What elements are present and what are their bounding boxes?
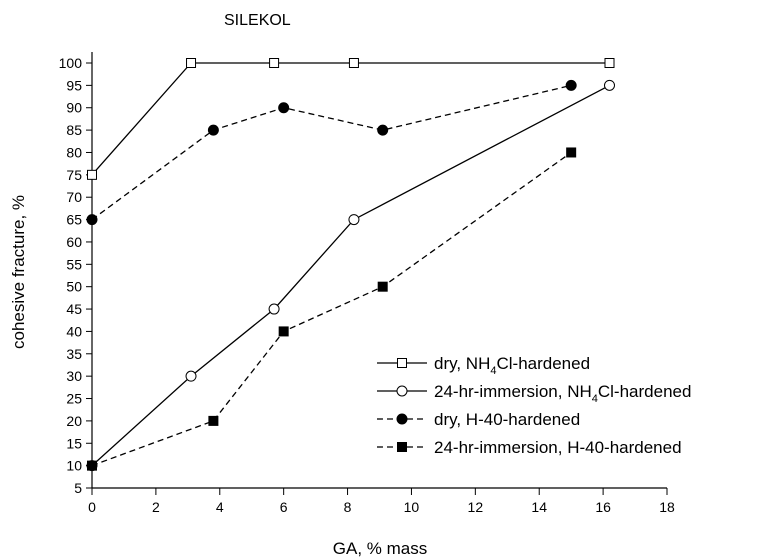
series-line (91, 84, 610, 467)
x-tick-label: 10 (404, 499, 420, 515)
x-tick-label: 12 (468, 499, 484, 515)
series-4 (87, 147, 577, 471)
data-point (348, 214, 360, 226)
legend-marker (397, 442, 407, 452)
legend-item: 24-hr-immersion, NH4Cl-hardened (377, 382, 691, 405)
data-point (278, 326, 289, 337)
data-point (278, 102, 290, 114)
y-tick-label: 10 (66, 458, 82, 474)
y-tick-label: 15 (66, 435, 82, 451)
legend-marker (396, 385, 408, 397)
y-tick-label: 5 (74, 480, 82, 496)
y-tick-label: 30 (66, 368, 82, 384)
data-point (565, 79, 577, 91)
data-point (87, 460, 97, 471)
y-tick-label: 80 (66, 144, 82, 160)
x-tick-label: 18 (659, 499, 675, 515)
legend-label: 24-hr-immersion, H-40-hardened (434, 438, 682, 457)
data-point (186, 58, 197, 68)
data-point (86, 214, 98, 226)
y-tick-label: 40 (66, 323, 82, 339)
x-tick-label: 4 (216, 499, 224, 515)
y-tick-label: 85 (66, 122, 82, 138)
y-tick-label: 55 (66, 256, 82, 272)
legend-item: 24-hr-immersion, H-40-hardened (377, 438, 682, 457)
y-tick-label: 90 (66, 100, 82, 116)
legend-item: dry, H-40-hardened (377, 410, 580, 429)
y-tick-label: 25 (66, 391, 82, 407)
series-line (91, 84, 572, 221)
x-tick-label: 16 (595, 499, 611, 515)
series-3 (86, 79, 577, 226)
legend: dry, NH4Cl-hardened 24-hr-immersion, NH4C… (377, 354, 691, 457)
series-layer (86, 58, 615, 472)
x-tick-label: 6 (280, 499, 288, 515)
y-tick-label: 70 (66, 189, 82, 205)
data-point (377, 281, 388, 292)
data-point (207, 124, 219, 136)
x-tick-label: 2 (152, 499, 160, 515)
y-tick-label: 20 (66, 413, 82, 429)
x-tick-label: 0 (88, 499, 96, 515)
x-axis-title: GA, % mass (333, 539, 427, 558)
x-tick-label: 14 (531, 499, 547, 515)
y-tick-label: 65 (66, 212, 82, 228)
y-axis-title: cohesive fracture, % (9, 195, 28, 349)
y-tick-label: 35 (66, 346, 82, 362)
y-tick-label: 100 (59, 55, 83, 71)
y-tick-label: 50 (66, 279, 82, 295)
series-line (91, 62, 610, 176)
data-point (87, 169, 97, 180)
chart-title: SILEKOL (224, 12, 291, 29)
data-point (377, 124, 389, 136)
x-tick-label: 8 (344, 499, 352, 515)
data-point (208, 415, 219, 426)
legend-marker (396, 413, 408, 425)
y-tick-label: 75 (66, 167, 82, 183)
data-point (566, 147, 577, 158)
data-point (185, 370, 197, 382)
data-point (268, 303, 280, 315)
series-1 (87, 58, 615, 180)
y-tick-label: 60 (66, 234, 82, 250)
legend-label: 24-hr-immersion, NH4Cl-hardened (434, 382, 691, 405)
data-point (348, 58, 359, 68)
legend-label: dry, H-40-hardened (434, 410, 580, 429)
data-point (604, 79, 615, 91)
data-point (604, 58, 615, 68)
data-point (269, 58, 280, 68)
legend-label: dry, NH4Cl-hardened (434, 354, 590, 377)
legend-item: dry, NH4Cl-hardened (377, 354, 590, 377)
axes: 0 2 4 6 8 10 12 14 16 18 5 10 15 20 25 30 35 40 45 50 55 60 65… (59, 52, 675, 515)
y-tick-label: 95 (66, 77, 82, 93)
legend-marker (397, 358, 407, 368)
y-tick-label: 45 (66, 301, 82, 317)
